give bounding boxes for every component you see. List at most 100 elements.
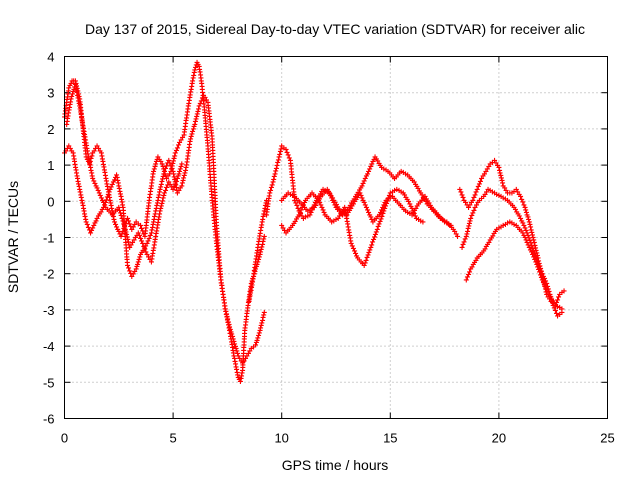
data-point: + — [125, 214, 131, 225]
data-point: + — [528, 223, 534, 234]
data-point: + — [87, 160, 93, 171]
data-point: + — [444, 218, 450, 229]
x-axis-label: GPS time / hours — [282, 457, 389, 473]
data-point: + — [370, 218, 376, 229]
data-point: + — [211, 176, 217, 187]
data-point: + — [390, 192, 396, 203]
data-point: + — [88, 163, 94, 174]
data-point: + — [429, 205, 435, 216]
data-point: + — [434, 210, 440, 221]
data-point: + — [493, 158, 499, 169]
data-point: + — [372, 216, 378, 227]
data-point: + — [287, 190, 293, 201]
data-point: + — [119, 214, 125, 225]
data-point: + — [479, 194, 485, 205]
data-point: + — [258, 324, 264, 335]
data-point: + — [218, 275, 224, 286]
data-point: + — [245, 304, 251, 315]
data-point: + — [372, 233, 378, 244]
data-point: + — [91, 221, 97, 232]
data-point: + — [83, 138, 89, 149]
data-point: + — [547, 292, 553, 303]
x-tick-label: 20 — [492, 431, 506, 446]
data-point: + — [532, 241, 538, 252]
data-point: + — [232, 354, 238, 365]
data-point: + — [254, 252, 260, 263]
data-point: + — [225, 315, 231, 326]
data-point: + — [123, 227, 129, 238]
data-point: + — [294, 201, 300, 212]
data-point: + — [539, 269, 545, 280]
data-point: + — [186, 99, 192, 110]
data-point: + — [383, 166, 389, 177]
data-point: + — [134, 262, 140, 273]
data-point: + — [287, 156, 293, 167]
data-point: + — [427, 201, 433, 212]
data-point: + — [103, 198, 109, 209]
data-point: + — [284, 148, 290, 159]
y-tick-label: -3 — [43, 303, 55, 318]
data-point: + — [81, 124, 87, 135]
data-point: + — [123, 247, 129, 258]
data-point: + — [549, 294, 555, 305]
data-point: + — [471, 206, 477, 217]
data-point: + — [110, 209, 116, 220]
data-point: + — [64, 98, 70, 109]
data-point: + — [211, 170, 217, 181]
data-point: + — [330, 196, 336, 207]
data-point: + — [535, 254, 541, 265]
data-point: + — [121, 219, 127, 230]
data-point: + — [206, 109, 212, 120]
data-point: + — [153, 229, 159, 240]
data-point: + — [202, 111, 208, 122]
data-point: + — [130, 269, 136, 280]
data-point: + — [180, 133, 186, 144]
data-point: + — [396, 186, 402, 197]
data-point: + — [227, 326, 233, 337]
data-point: + — [237, 377, 243, 388]
data-point: + — [158, 202, 164, 213]
data-point: + — [535, 259, 541, 270]
data-point: + — [231, 337, 237, 348]
data-point: + — [199, 94, 205, 105]
data-point: + — [518, 192, 524, 203]
data-point: + — [166, 178, 172, 189]
data-point: + — [82, 138, 88, 149]
data-point: + — [214, 245, 220, 256]
data-point: + — [298, 206, 304, 217]
data-point: + — [213, 212, 219, 223]
data-point: + — [187, 137, 193, 148]
data-point: + — [115, 179, 121, 190]
data-point: + — [345, 208, 351, 219]
data-point: + — [343, 209, 349, 220]
data-point: + — [209, 196, 215, 207]
data-point: + — [552, 301, 558, 312]
data-point: + — [264, 196, 270, 207]
data-point: + — [406, 197, 412, 208]
data-point: + — [518, 227, 524, 238]
data-point: + — [529, 248, 535, 259]
data-point: + — [200, 94, 206, 105]
chart-title: Day 137 of 2015, Sidereal Day-to-day VTE… — [85, 21, 585, 37]
data-point: + — [429, 203, 435, 214]
data-point: + — [178, 136, 184, 147]
data-point: + — [227, 323, 233, 334]
data-point: + — [108, 183, 114, 194]
data-point: + — [75, 94, 81, 105]
data-point: + — [213, 200, 219, 211]
data-point: + — [234, 347, 240, 358]
data-point: + — [521, 221, 527, 232]
data-point: + — [70, 87, 76, 98]
data-point: + — [541, 277, 547, 288]
data-point: + — [166, 156, 172, 167]
data-point: + — [71, 154, 77, 165]
data-point: + — [79, 199, 85, 210]
data-point: + — [157, 188, 163, 199]
data-point: + — [223, 307, 229, 318]
data-point: + — [251, 269, 257, 280]
data-point: + — [150, 249, 156, 260]
data-point: + — [213, 233, 219, 244]
data-point: + — [253, 341, 259, 352]
data-point: + — [439, 215, 445, 226]
data-point: + — [376, 220, 382, 231]
